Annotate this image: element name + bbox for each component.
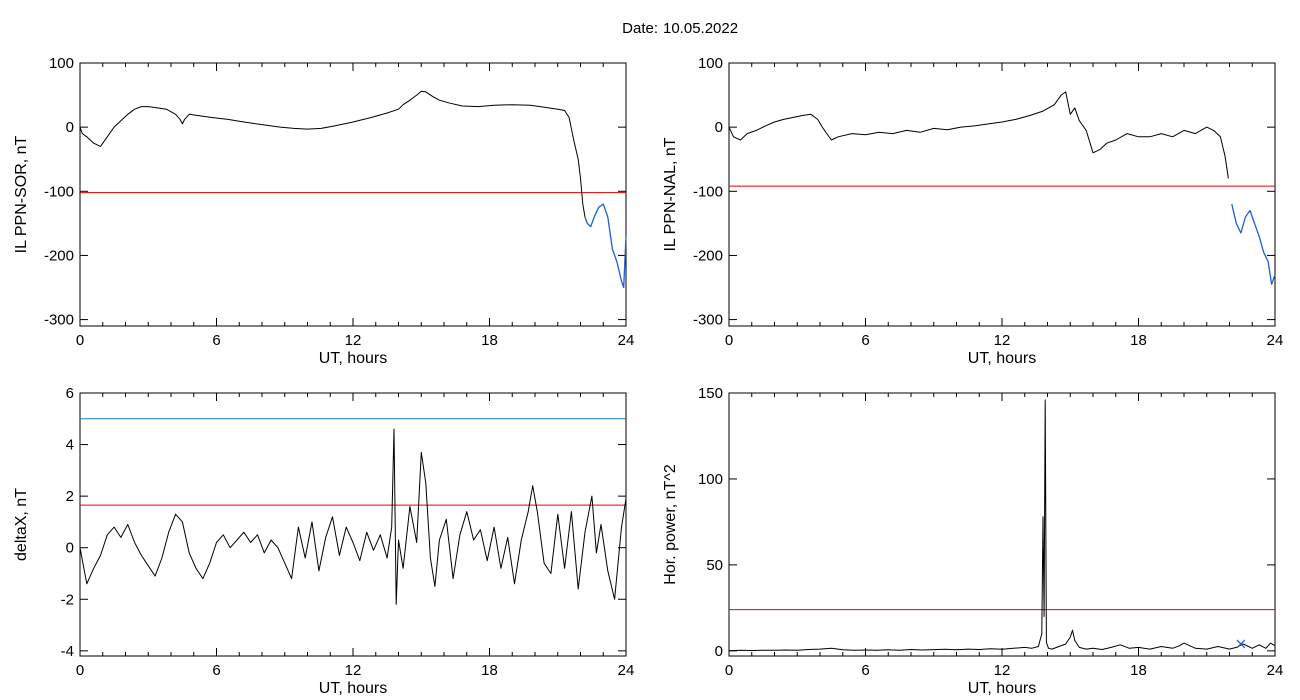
x-axis-label: UT, hours xyxy=(319,350,387,367)
y-tick-label: -300 xyxy=(693,312,723,329)
y-axis-label: IL PPN-NAL, nT xyxy=(662,137,679,251)
y-tick-label: 2 xyxy=(66,488,74,505)
plot-frame xyxy=(79,62,627,327)
x-tick-label: 6 xyxy=(212,662,220,679)
x-tick-label: 6 xyxy=(212,332,220,349)
x-tick-label: 24 xyxy=(1267,332,1284,349)
y-axis-label: Hor. power, nT^2 xyxy=(662,464,679,585)
x-tick-label: 0 xyxy=(725,332,733,349)
x-tick-label: 12 xyxy=(994,662,1011,679)
y-tick-label: 100 xyxy=(698,55,723,72)
x-tick-label: 24 xyxy=(618,332,635,349)
y-tick-label: 150 xyxy=(698,385,723,402)
y-tick-label: 100 xyxy=(698,471,723,488)
x-tick-label: 12 xyxy=(994,332,1011,349)
x-tick-label: 6 xyxy=(861,332,869,349)
series-line xyxy=(79,90,586,218)
y-tick-label: -100 xyxy=(693,183,723,200)
x-tick-label: 18 xyxy=(1130,332,1147,349)
x-tick-label: 12 xyxy=(345,332,362,349)
x-tick-label: 0 xyxy=(725,662,733,679)
y-tick-label: 100 xyxy=(49,55,74,72)
y-tick-label: -200 xyxy=(693,247,723,264)
y-tick-label: 50 xyxy=(706,557,723,574)
x-axis-label: UT, hours xyxy=(968,350,1036,367)
series-line xyxy=(728,91,1229,179)
x-marker xyxy=(1236,639,1246,649)
x-tick-label: 18 xyxy=(481,662,498,679)
y-tick-label: 4 xyxy=(66,437,74,454)
x-axis-label: UT, hours xyxy=(319,680,387,697)
chart-panel-1: 0 6 12 18 24 100 0 -100 -200 -300 UT, hours IL PPN-… xyxy=(13,55,634,367)
x-tick-label: 24 xyxy=(618,662,635,679)
x-axis-label: UT, hours xyxy=(968,680,1036,697)
y-tick-label: 0 xyxy=(66,119,74,136)
y-tick-label: 0 xyxy=(66,540,74,557)
chart-panel-3: 0 6 12 18 24 6 4 2 0 -2 -4 UT, hours deltaX, nT xyxy=(13,385,634,697)
x-tick-label: 18 xyxy=(1130,662,1147,679)
y-axis-label: deltaX, nT xyxy=(13,488,30,561)
y-tick-label: -200 xyxy=(44,247,74,264)
plot-frame xyxy=(79,392,627,657)
date-label: Date: xyxy=(622,20,658,37)
chart-panel-4: 0 6 12 18 24 150 100 50 0 UT, hours Hor. power, nT… xyxy=(662,385,1283,697)
plot-frame xyxy=(728,62,1276,327)
y-tick-label: -2 xyxy=(61,591,74,608)
series-line xyxy=(79,428,627,605)
chart-panel-2: 0 6 12 18 24 100 0 -100 -200 -300 UT, hours IL PPN-… xyxy=(662,55,1283,367)
series-highlight-segment xyxy=(584,203,627,289)
x-tick-label: 24 xyxy=(1267,662,1284,679)
date-value: 10.05.2022 xyxy=(663,20,738,37)
y-tick-label: -300 xyxy=(44,312,74,329)
series-highlight-segment xyxy=(1231,203,1276,285)
y-tick-label: -100 xyxy=(44,183,74,200)
x-tick-label: 0 xyxy=(76,662,84,679)
y-tick-label: 0 xyxy=(715,119,723,136)
y-axis-label: IL PPN-SOR, nT xyxy=(13,135,30,253)
x-tick-label: 6 xyxy=(861,662,869,679)
y-tick-label: 6 xyxy=(66,385,74,402)
x-tick-label: 0 xyxy=(76,332,84,349)
x-tick-label: 18 xyxy=(481,332,498,349)
plot-frame xyxy=(728,392,1276,657)
y-tick-label: 0 xyxy=(715,643,723,660)
y-tick-label: -4 xyxy=(61,643,74,660)
x-tick-label: 12 xyxy=(345,662,362,679)
series-line xyxy=(728,399,1276,652)
